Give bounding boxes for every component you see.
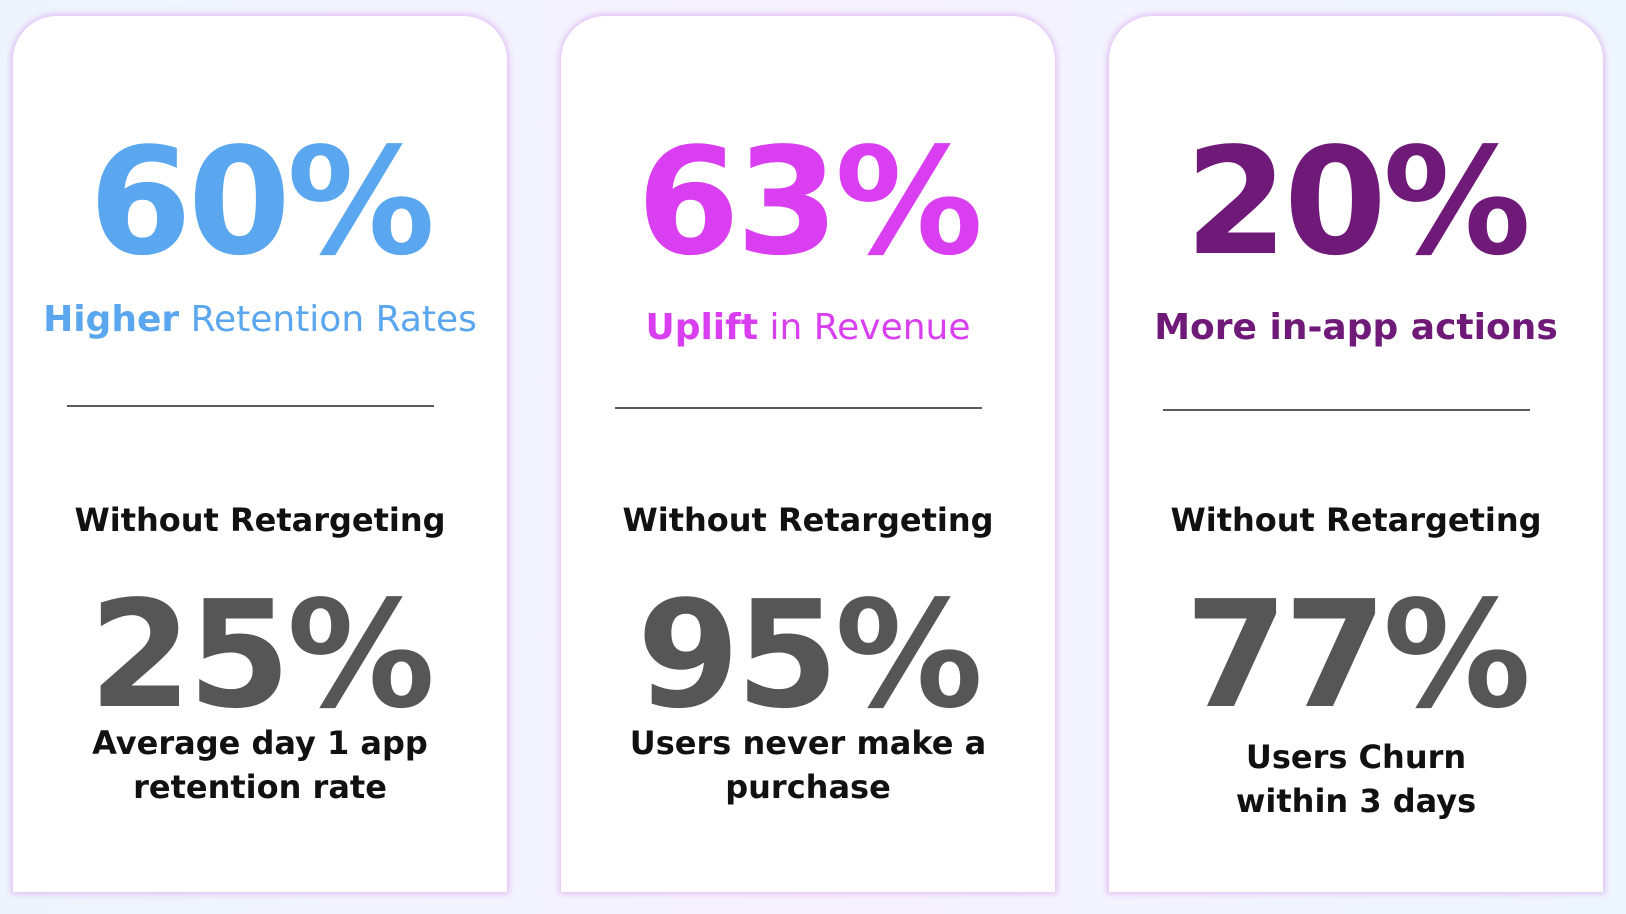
- divider: [67, 405, 434, 407]
- baseline-stat: 95%: [636, 569, 983, 741]
- caption-line: Users Churn: [1245, 738, 1467, 776]
- caption-line: retention rate: [133, 768, 387, 806]
- primary-stat: 20%: [1184, 116, 1531, 288]
- headline-emphasis: Uplift: [645, 307, 759, 348]
- stat-card-in-app-actions: 20% More in-app actions Without Retarget…: [1109, 16, 1603, 892]
- baseline-caption: Users Churn within 3 days: [1109, 735, 1603, 823]
- headline-rest: Retention Rates: [179, 299, 477, 340]
- stat-card-retention: 60% Higher Retention Rates Without Retar…: [13, 16, 507, 892]
- primary-headline: Uplift in Revenue: [561, 306, 1055, 349]
- caption-line: Users never make a: [629, 724, 987, 762]
- baseline-caption: Average day 1 app retention rate: [13, 721, 507, 809]
- headline-rest: in Revenue: [758, 307, 971, 348]
- comparison-subhead: Without Retargeting: [74, 501, 446, 539]
- baseline-caption: Users never make a purchase: [561, 721, 1055, 809]
- headline-emphasis: Higher: [43, 299, 180, 340]
- baseline-stat: 25%: [88, 569, 435, 741]
- comparison-subhead: Without Retargeting: [622, 501, 994, 539]
- primary-stat: 63%: [636, 116, 983, 288]
- baseline-stat: 77%: [1184, 569, 1531, 741]
- caption-line: Average day 1 app: [92, 724, 428, 762]
- primary-headline: Higher Retention Rates: [13, 298, 507, 341]
- primary-headline: More in-app actions: [1109, 306, 1603, 349]
- headline-emphasis: More in-app actions: [1154, 307, 1558, 348]
- caption-line: within 3 days: [1235, 782, 1477, 820]
- comparison-subhead: Without Retargeting: [1170, 501, 1542, 539]
- stat-card-revenue: 63% Uplift in Revenue Without Retargetin…: [561, 16, 1055, 892]
- caption-line: purchase: [725, 768, 891, 806]
- divider: [615, 407, 982, 409]
- divider: [1163, 409, 1530, 411]
- primary-stat: 60%: [88, 116, 435, 288]
